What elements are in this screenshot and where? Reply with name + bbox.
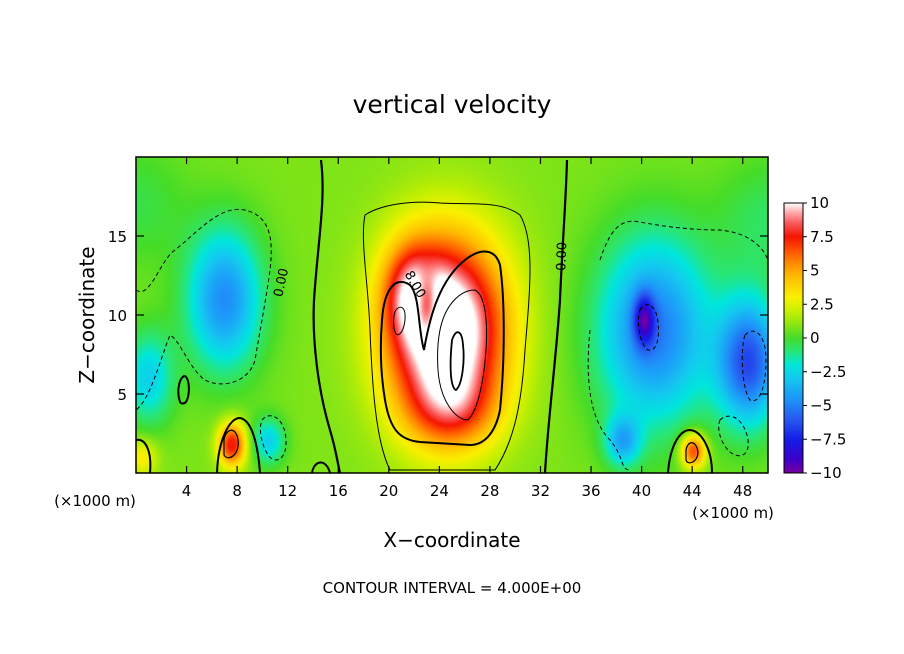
colorbar-tick-label: 7.5 [810,228,834,246]
contour-8 [379,250,505,447]
colorbar-tick-label: 10 [810,194,829,212]
colorbar-tick-label: 5 [810,262,820,280]
zero-contour-small-5 [311,461,331,474]
contour-4 [362,201,531,471]
zero-contour-left [312,159,342,474]
zero-contour-small-4 [135,438,152,474]
y-tick-label: 10 [108,307,127,325]
colorbar-gradient [784,203,803,473]
x-tick-label: 4 [182,482,192,500]
x-tick-label: 8 [232,482,242,500]
colorbar-tick-label: −2.5 [810,363,846,381]
contour-label: 0.00 [271,267,292,298]
x-tick-label: 24 [430,482,449,500]
colorbar-tick-label: 0 [810,329,820,347]
contour-12 [437,289,488,421]
zero-contour-right [543,159,569,474]
x-unit-left: (×1000 m) [54,492,136,510]
y-axis-label: Z−coordinate [75,246,99,383]
colorbar-tick-label: −10 [810,464,842,482]
colorbar-tick-label: −7.5 [810,430,846,448]
neg-contour-right-3 [718,415,749,457]
neg-contour-right [599,220,769,261]
neg-contour-left-2 [259,415,287,461]
x-tick-label: 32 [531,482,550,500]
x-tick-label: 12 [278,482,297,500]
heatmap-field [136,157,768,473]
x-tick-label: 28 [480,482,499,500]
contour-interval-note: CONTOUR INTERVAL = 4.000E+00 [323,579,582,597]
contour-12b [393,306,406,336]
x-tick-label: 40 [632,482,651,500]
x-tick-label: 48 [733,482,752,500]
contour-16 [449,331,465,392]
x-unit-right: (×1000 m) [692,504,774,522]
x-tick-label: 44 [683,482,702,500]
colorbar-ticks: 10 7.5 5 2.5 0 −2.5 −5 −7.5 −10 [803,194,846,482]
chart-title: vertical velocity [353,90,552,119]
colorbar: 10 7.5 5 2.5 0 −2.5 −5 −7.5 −10 [783,194,846,482]
contour-surface-2 [685,442,699,464]
colorbar-tick-label: −5 [810,397,832,415]
x-tick-label: 16 [329,482,348,500]
contour-surface-1 [223,429,239,459]
x-tick-label: 36 [581,482,600,500]
zero-contour-small-3 [667,428,713,474]
plot-area: 0.00 8.000.00 4 8 12 16 20 24 28 32 36 40 44 48 5101… [108,156,769,500]
zero-contour-small-2 [216,417,261,474]
y-tick-label: 5 [117,386,127,404]
x-tick-label: 20 [379,482,398,500]
neg-contour-right-2 [587,329,631,471]
x-axis-label: X−coordinate [383,528,520,552]
contour-label: 0.00 [554,242,570,271]
y-tick-label: 15 [108,228,127,246]
neg-contour-core-1 [637,304,659,351]
zero-contour-small-1 [177,374,190,405]
colorbar-tick-label: 2.5 [810,295,834,313]
contour-lines [135,159,769,474]
neg-contour-left [135,208,272,411]
x-axis: 4 8 12 16 20 24 28 32 36 40 44 48 [182,157,752,500]
y-axis: 5 10 15 [108,228,768,404]
